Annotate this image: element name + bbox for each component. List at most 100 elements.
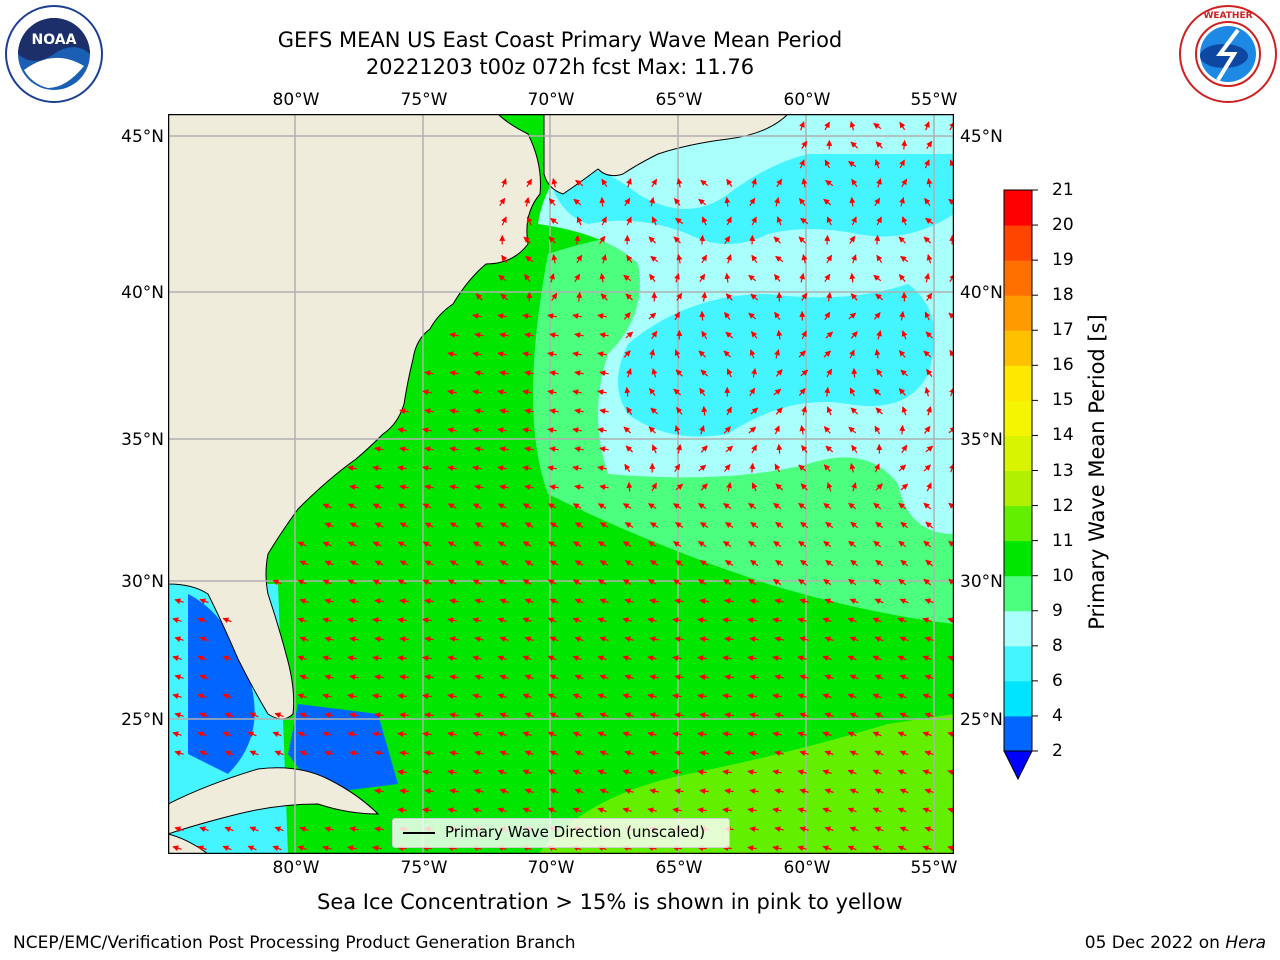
wave-direction-arrow — [499, 370, 509, 377]
wave-direction-arrow — [597, 427, 607, 434]
lon-label-bottom-55w: 55°W — [910, 858, 958, 878]
wave-direction-arrow — [751, 254, 758, 264]
wave-direction-arrow — [599, 598, 609, 605]
wave-direction-arrow — [647, 731, 657, 738]
wave-direction-arrow — [224, 750, 234, 757]
wave-direction-arrow — [724, 636, 734, 643]
wave-direction-arrow — [724, 272, 731, 283]
wave-direction-arrow — [851, 444, 858, 454]
wave-direction-arrow — [299, 560, 309, 567]
wave-direction-arrow — [449, 750, 459, 757]
wave-direction-arrow — [499, 408, 509, 415]
wave-direction-arrow — [622, 655, 632, 662]
wave-direction-arrow — [776, 329, 783, 340]
wave-direction-arrow — [676, 178, 683, 188]
colorbar-under-extension — [1003, 750, 1033, 781]
wave-direction-arrow — [700, 179, 709, 187]
wave-direction-arrow — [823, 350, 832, 358]
wave-direction-arrow — [699, 273, 706, 283]
wave-direction-arrow — [372, 465, 382, 472]
wave-direction-arrow — [547, 807, 557, 814]
colorbar-tick-label: 16 — [1052, 355, 1074, 376]
footer-machine: Hera — [1225, 933, 1266, 953]
wave-direction-arrow — [874, 674, 884, 681]
wave-direction-arrow — [524, 636, 534, 643]
wave-direction-arrow — [372, 541, 382, 548]
wave-direction-arrow — [574, 788, 584, 795]
wave-direction-arrow — [324, 560, 334, 567]
wave-direction-arrow — [524, 712, 534, 719]
wave-direction-arrow — [799, 826, 809, 833]
wave-direction-arrow — [172, 655, 182, 662]
wave-direction-arrow — [923, 464, 931, 472]
wave-direction-arrow — [449, 788, 459, 795]
wave-direction-arrow — [422, 617, 432, 624]
wave-direction-arrow — [422, 579, 432, 586]
wave-direction-arrow — [725, 445, 734, 453]
wave-direction-arrow — [499, 750, 509, 757]
wave-direction-arrow — [751, 368, 758, 378]
wave-direction-arrow — [299, 826, 309, 833]
wave-direction-arrow — [472, 541, 482, 548]
wave-direction-arrow — [899, 311, 906, 321]
wave-direction-arrow — [522, 579, 532, 586]
wave-direction-arrow — [447, 541, 457, 548]
wave-direction-arrow — [651, 178, 658, 188]
wave-direction-arrow — [474, 370, 484, 377]
wave-direction-arrow — [801, 254, 808, 264]
wave-direction-arrow — [349, 598, 359, 605]
wave-direction-arrow — [499, 484, 509, 491]
wave-direction-arrow — [751, 216, 757, 226]
wave-direction-arrow — [724, 712, 734, 719]
wave-direction-arrow — [399, 408, 409, 415]
wave-direction-arrow — [851, 216, 857, 226]
wave-direction-arrow — [824, 598, 834, 605]
wave-direction-arrow — [499, 598, 509, 605]
wave-direction-arrow — [424, 484, 434, 491]
wave-direction-arrow — [823, 578, 832, 586]
wave-direction-arrow — [424, 788, 434, 795]
colorbar-segment — [1004, 575, 1032, 612]
wave-direction-arrow — [297, 693, 307, 700]
colorbar-segment — [1004, 260, 1032, 296]
wave-direction-arrow — [774, 826, 784, 833]
wave-direction-arrow — [548, 198, 556, 206]
colorbar-tick-label: 10 — [1052, 565, 1074, 586]
wave-direction-arrow — [324, 750, 334, 757]
wave-direction-arrow — [874, 750, 884, 757]
wave-direction-arrow — [399, 636, 409, 643]
wave-direction-arrow — [497, 541, 507, 548]
wave-direction-arrow — [622, 579, 632, 586]
wave-direction-arrow — [672, 769, 682, 776]
wave-direction-arrow — [899, 197, 905, 207]
wave-direction-arrow — [501, 178, 507, 188]
wave-direction-arrow — [849, 674, 859, 681]
wave-direction-arrow — [497, 389, 507, 396]
wave-direction-arrow — [898, 578, 907, 586]
wave-direction-arrow — [599, 750, 609, 757]
wave-direction-arrow — [875, 521, 884, 529]
wave-direction-arrow — [849, 387, 856, 397]
colorbar-segment — [1004, 435, 1032, 471]
wave-direction-arrow — [274, 750, 284, 757]
wave-direction-arrow — [422, 503, 432, 510]
wave-direction-arrow — [847, 731, 857, 738]
wave-direction-arrow — [722, 693, 732, 700]
wave-direction-arrow — [924, 788, 934, 795]
wave-direction-arrow — [948, 578, 954, 585]
wave-direction-arrow — [749, 598, 759, 605]
wave-direction-arrow — [876, 178, 882, 188]
wave-direction-arrow — [874, 463, 880, 473]
wave-direction-arrow — [322, 731, 332, 738]
wave-direction-arrow — [876, 216, 882, 226]
wave-direction-arrow — [297, 731, 307, 738]
wave-direction-arrow — [624, 788, 634, 795]
wave-direction-arrow — [424, 636, 434, 643]
wave-direction-arrow — [372, 655, 382, 662]
wave-direction-arrow — [572, 503, 582, 510]
wave-direction-arrow — [474, 674, 484, 681]
wave-direction-arrow — [697, 617, 707, 624]
wave-direction-arrow — [700, 560, 709, 566]
colorbar-segment — [1004, 190, 1032, 226]
wave-direction-arrow — [873, 312, 881, 320]
